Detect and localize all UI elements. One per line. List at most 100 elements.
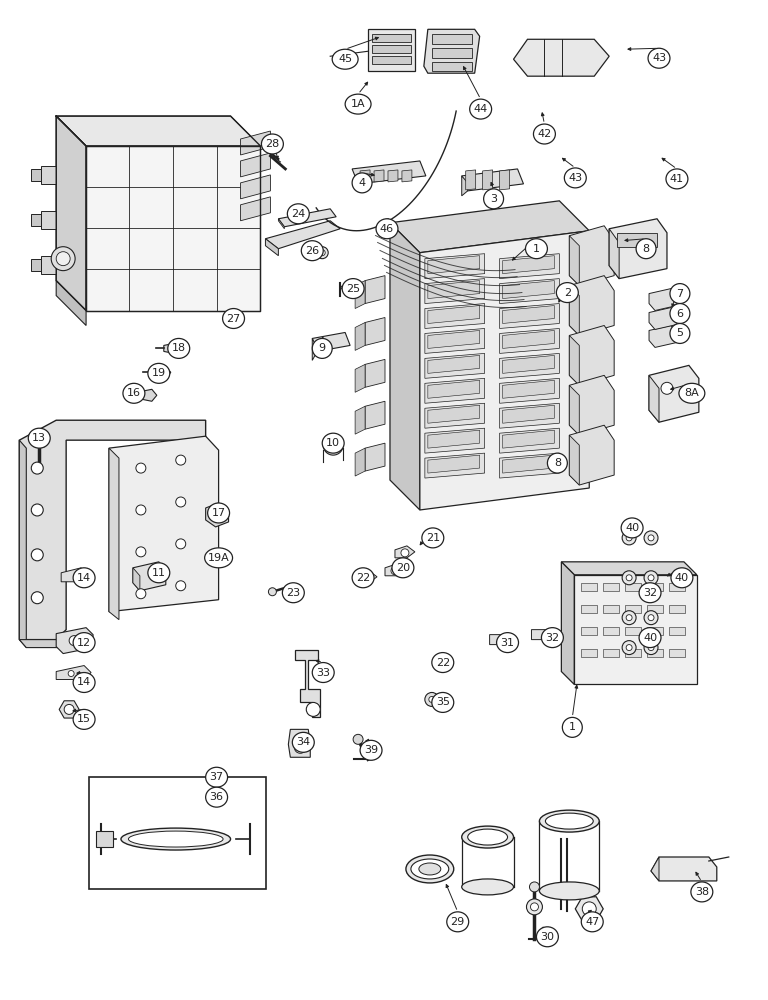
Polygon shape	[56, 628, 93, 654]
Ellipse shape	[564, 168, 586, 188]
Ellipse shape	[283, 583, 304, 603]
Circle shape	[136, 463, 146, 473]
Ellipse shape	[447, 912, 468, 932]
Polygon shape	[402, 170, 412, 182]
Polygon shape	[649, 289, 677, 311]
Polygon shape	[390, 201, 589, 253]
Polygon shape	[425, 279, 485, 304]
Polygon shape	[395, 546, 415, 558]
Polygon shape	[352, 161, 425, 184]
Text: 33: 33	[316, 668, 330, 678]
Circle shape	[622, 571, 636, 585]
Polygon shape	[109, 436, 219, 612]
Polygon shape	[499, 328, 559, 353]
Text: 18: 18	[172, 343, 186, 353]
Ellipse shape	[206, 767, 227, 787]
Polygon shape	[514, 39, 609, 76]
Polygon shape	[569, 385, 579, 435]
Polygon shape	[569, 325, 614, 385]
Polygon shape	[425, 304, 485, 328]
Polygon shape	[574, 575, 697, 684]
Circle shape	[391, 567, 399, 575]
Ellipse shape	[323, 433, 344, 453]
Text: 13: 13	[32, 433, 46, 443]
Polygon shape	[357, 571, 377, 583]
Polygon shape	[625, 583, 641, 591]
Ellipse shape	[204, 548, 233, 568]
Circle shape	[644, 571, 658, 585]
Ellipse shape	[670, 323, 690, 343]
Ellipse shape	[621, 518, 643, 538]
Circle shape	[644, 641, 658, 655]
Ellipse shape	[360, 740, 382, 760]
Text: 19: 19	[152, 368, 166, 378]
Text: 39: 39	[364, 745, 378, 755]
Text: 31: 31	[501, 638, 515, 648]
Text: 7: 7	[677, 289, 684, 299]
Polygon shape	[502, 281, 554, 299]
Bar	[372, 56, 411, 64]
Circle shape	[176, 539, 186, 549]
Polygon shape	[669, 627, 685, 635]
Polygon shape	[133, 562, 166, 591]
Polygon shape	[425, 403, 485, 428]
Ellipse shape	[343, 279, 364, 299]
Polygon shape	[428, 430, 480, 448]
Polygon shape	[365, 276, 385, 304]
Text: 6: 6	[677, 309, 684, 319]
Ellipse shape	[313, 338, 333, 358]
Circle shape	[51, 247, 75, 271]
Circle shape	[626, 645, 632, 651]
Polygon shape	[499, 428, 559, 453]
Polygon shape	[499, 254, 559, 279]
Polygon shape	[569, 276, 614, 335]
Text: 5: 5	[677, 328, 684, 338]
Circle shape	[529, 882, 539, 892]
Text: 26: 26	[305, 246, 319, 256]
Circle shape	[582, 902, 596, 916]
Polygon shape	[278, 219, 284, 229]
Polygon shape	[365, 318, 385, 345]
Ellipse shape	[539, 810, 599, 832]
Ellipse shape	[636, 239, 656, 259]
Text: 8A: 8A	[684, 388, 699, 398]
Text: 23: 23	[286, 588, 300, 598]
Circle shape	[429, 696, 435, 702]
Ellipse shape	[581, 912, 603, 932]
Circle shape	[648, 645, 654, 651]
Polygon shape	[499, 403, 559, 428]
Polygon shape	[19, 640, 66, 648]
Text: 42: 42	[538, 129, 551, 139]
Ellipse shape	[422, 528, 444, 548]
Circle shape	[136, 547, 146, 557]
Polygon shape	[425, 254, 485, 279]
Polygon shape	[499, 378, 559, 403]
Polygon shape	[133, 568, 140, 591]
Circle shape	[644, 531, 658, 545]
Circle shape	[622, 641, 636, 655]
Polygon shape	[355, 448, 365, 476]
Polygon shape	[41, 256, 56, 274]
Text: 3: 3	[490, 194, 497, 204]
Ellipse shape	[562, 717, 582, 737]
Ellipse shape	[639, 583, 661, 603]
Ellipse shape	[352, 173, 372, 193]
Bar	[372, 45, 411, 53]
Polygon shape	[266, 221, 340, 249]
Ellipse shape	[534, 124, 555, 144]
Ellipse shape	[345, 94, 371, 114]
Polygon shape	[490, 635, 508, 645]
Circle shape	[527, 899, 542, 915]
Polygon shape	[499, 304, 559, 328]
Text: 19A: 19A	[207, 553, 230, 563]
Circle shape	[363, 574, 371, 582]
Polygon shape	[647, 583, 663, 591]
Polygon shape	[365, 401, 385, 429]
Circle shape	[31, 504, 43, 516]
Text: 27: 27	[227, 314, 240, 324]
Polygon shape	[581, 627, 598, 635]
Ellipse shape	[333, 49, 358, 69]
Polygon shape	[669, 649, 685, 657]
Polygon shape	[581, 649, 598, 657]
Polygon shape	[385, 564, 405, 576]
